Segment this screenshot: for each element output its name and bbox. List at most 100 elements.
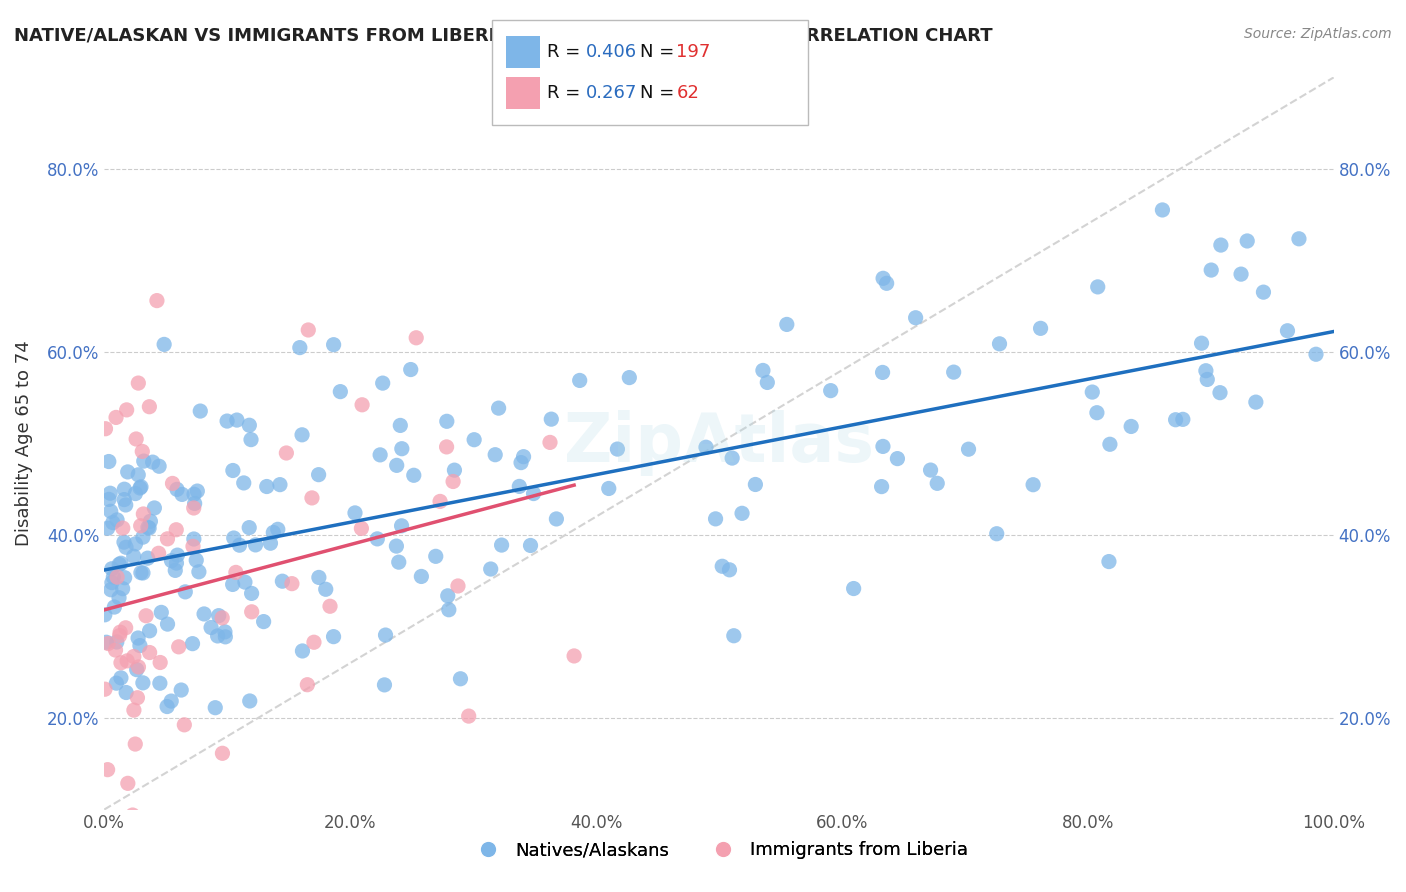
Point [105, 410, 128, 425]
Point [436, 589, 458, 603]
Point [108, 625, 131, 640]
Point [436, 440, 458, 454]
Point [156, 699, 179, 714]
Point [115, 685, 138, 699]
Point [1195, 364, 1218, 378]
Point [820, 384, 842, 398]
Point [1230, 267, 1253, 281]
Point [97, 492, 120, 507]
Point [127, 690, 149, 705]
Text: NATIVE/ALASKAN VS IMMIGRANTS FROM LIBERIA DISABILITY AGE 65 TO 74 CORRELATION CH: NATIVE/ALASKAN VS IMMIGRANTS FROM LIBERI… [14, 27, 993, 45]
Point [105, 635, 128, 649]
Point [288, 341, 311, 355]
Point [488, 401, 510, 416]
Point [165, 556, 187, 570]
Point [842, 582, 865, 596]
Point [125, 432, 148, 446]
Point [927, 476, 949, 491]
Point [208, 608, 231, 623]
Point [112, 535, 135, 549]
Point [1152, 202, 1174, 217]
Point [352, 398, 374, 412]
Point [240, 433, 263, 447]
Point [343, 506, 366, 520]
Point [297, 678, 319, 692]
Point [132, 507, 155, 521]
Text: N =: N = [640, 84, 679, 102]
Point [115, 541, 138, 555]
Point [253, 615, 276, 629]
Point [186, 484, 208, 499]
Point [97, 763, 120, 777]
Point [136, 551, 159, 566]
Point [150, 606, 173, 620]
Point [193, 607, 215, 621]
Point [1209, 385, 1232, 400]
Point [443, 463, 465, 477]
Point [1277, 324, 1299, 338]
Point [122, 649, 145, 664]
Point [322, 630, 344, 644]
Point [127, 631, 149, 645]
Point [711, 559, 734, 574]
Point [112, 492, 135, 507]
Point [166, 548, 188, 562]
Point [103, 570, 125, 584]
Point [374, 628, 396, 642]
Point [127, 376, 149, 390]
Point [110, 656, 132, 670]
Point [101, 562, 124, 576]
Point [149, 656, 172, 670]
Point [211, 747, 233, 761]
Point [101, 516, 124, 530]
Point [122, 703, 145, 717]
Point [166, 483, 188, 497]
Point [256, 479, 278, 493]
Point [1121, 419, 1143, 434]
Point [281, 576, 304, 591]
Point [522, 486, 544, 500]
Point [238, 520, 260, 534]
Point [228, 538, 250, 552]
Point [135, 608, 157, 623]
Text: Source: ZipAtlas.com: Source: ZipAtlas.com [1244, 27, 1392, 41]
Point [110, 671, 132, 685]
Point [214, 624, 236, 639]
Point [225, 413, 247, 427]
Point [512, 450, 534, 464]
Point [876, 277, 898, 291]
Point [904, 310, 927, 325]
Point [436, 414, 458, 428]
Point [606, 442, 628, 456]
Point [156, 532, 179, 546]
Point [232, 475, 254, 490]
Point [138, 646, 160, 660]
Point [94, 682, 117, 697]
Point [1087, 280, 1109, 294]
Point [872, 271, 894, 285]
Point [920, 463, 942, 477]
Point [105, 676, 128, 690]
Point [1164, 413, 1187, 427]
Point [211, 611, 233, 625]
Point [98, 486, 121, 500]
Point [97, 454, 120, 468]
Point [319, 599, 342, 614]
Point [124, 486, 146, 500]
Point [1236, 234, 1258, 248]
Point [262, 525, 284, 540]
Point [267, 522, 290, 536]
Point [391, 518, 413, 533]
Point [217, 414, 239, 428]
Point [183, 532, 205, 546]
Point [132, 566, 155, 580]
Text: ZipAtlas: ZipAtlas [564, 410, 875, 476]
Point [271, 574, 294, 589]
Point [131, 444, 153, 458]
Point [97, 521, 120, 535]
Point [153, 337, 176, 351]
Point [110, 556, 132, 570]
Point [368, 448, 391, 462]
Point [450, 672, 472, 686]
Point [148, 546, 170, 560]
